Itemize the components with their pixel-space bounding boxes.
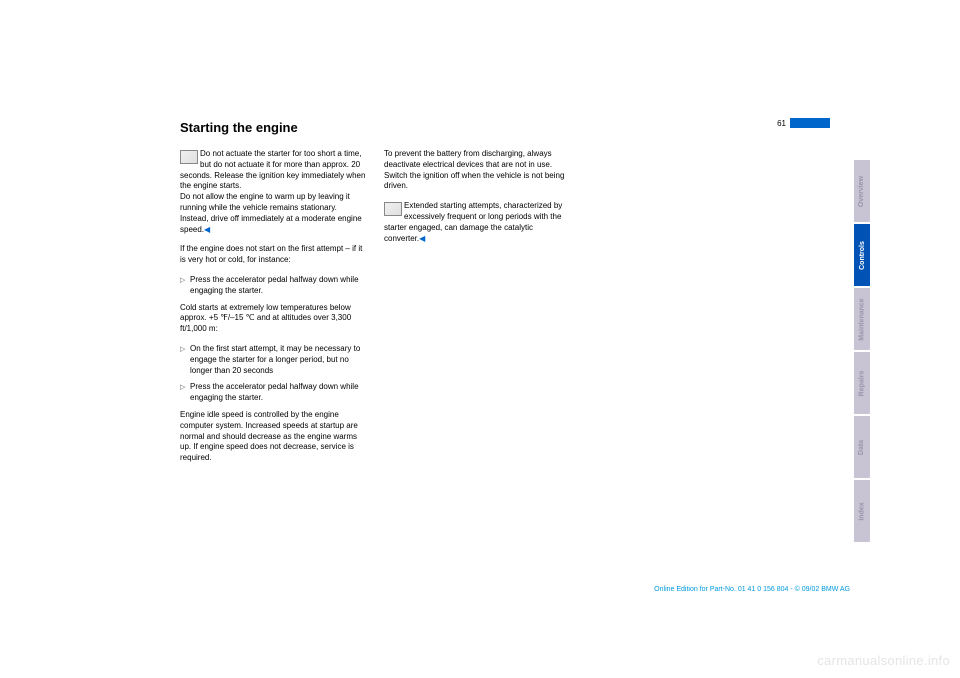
para-4: Engine idle speed is controlled by the e…	[180, 410, 366, 464]
tab-overview[interactable]: Overview	[854, 160, 870, 222]
caution-icon	[180, 150, 198, 164]
bullet-3: Press the accelerator pedal halfway down…	[180, 382, 366, 404]
page-title: Starting the engine	[180, 120, 298, 135]
tab-maintenance[interactable]: Maintenance	[854, 288, 870, 350]
tab-label: Data	[859, 439, 866, 454]
watermark: carmanualsonline.info	[817, 653, 950, 668]
col2-p1: To prevent the battery from discharging,…	[384, 149, 570, 192]
tab-data[interactable]: Data	[854, 416, 870, 478]
column-2: To prevent the battery from discharging,…	[384, 149, 570, 473]
tab-label: Maintenance	[859, 298, 866, 340]
note-block-2: Extended starting attempts, characterize…	[384, 201, 570, 244]
para-2: If the engine does not start on the firs…	[180, 244, 366, 266]
page-number-area: 61	[777, 118, 830, 128]
page-marker-bar	[790, 118, 830, 128]
tab-repairs[interactable]: Repairs	[854, 352, 870, 414]
footer-text: Online Edition for Part-No. 01 41 0 156 …	[654, 586, 850, 593]
section-tabs: Overview Controls Maintenance Repairs Da…	[854, 160, 870, 544]
page-content: Starting the engine 61 Do not actuate th…	[180, 120, 780, 473]
tab-controls[interactable]: Controls	[854, 224, 870, 286]
page-number: 61	[777, 119, 786, 128]
tab-index[interactable]: Index	[854, 480, 870, 542]
title-row: Starting the engine	[180, 120, 780, 135]
caution-icon	[384, 202, 402, 216]
tab-label: Overview	[859, 175, 866, 206]
tab-label: Index	[859, 502, 866, 520]
note1-text: Do not actuate the starter for too short…	[180, 149, 365, 190]
para-3: Cold starts at extremely low temperature…	[180, 303, 366, 335]
column-1: Do not actuate the starter for too short…	[180, 149, 366, 473]
note2-text: Extended starting attempts, characterize…	[384, 201, 562, 242]
bullet-1: Press the accelerator pedal halfway down…	[180, 275, 366, 297]
tab-label: Controls	[859, 241, 866, 270]
end-mark: ◀	[419, 234, 425, 243]
bullet-2: On the first start attempt, it may be ne…	[180, 344, 366, 376]
note-block-1: Do not actuate the starter for too short…	[180, 149, 366, 235]
text-columns: Do not actuate the starter for too short…	[180, 149, 780, 473]
end-mark: ◀	[204, 225, 210, 234]
tab-label: Repairs	[859, 370, 866, 396]
